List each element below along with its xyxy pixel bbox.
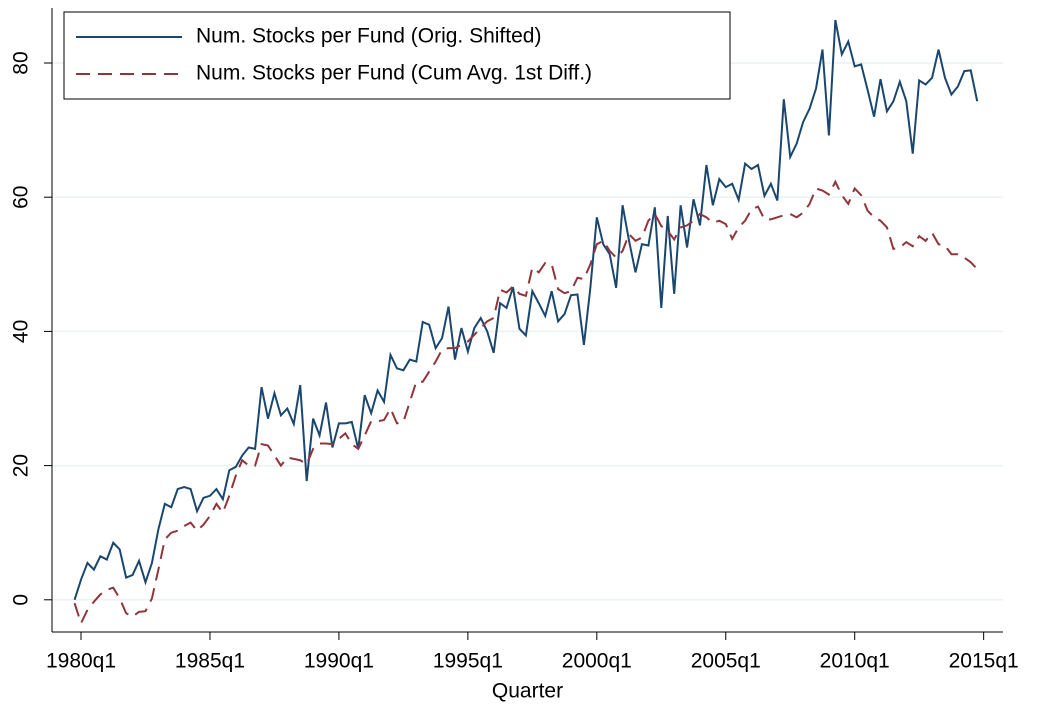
legend-label: Num. Stocks per Fund (Orig. Shifted)	[196, 25, 541, 48]
series-line	[73, 19, 979, 601]
x-tick-label: 1995q1	[433, 650, 503, 673]
y-tick-label: 60	[10, 186, 33, 209]
series-line	[73, 179, 978, 626]
x-tick-label: 1980q1	[46, 650, 116, 673]
legend-label: Num. Stocks per Fund (Cum Avg. 1st Diff.…	[196, 62, 592, 85]
x-tick-label: 2000q1	[562, 650, 632, 673]
x-tick-label: 1985q1	[175, 650, 245, 673]
x-tick-label: 2005q1	[691, 650, 761, 673]
x-tick-label: 1990q1	[304, 650, 374, 673]
y-tick-label: 40	[10, 320, 33, 343]
x-axis-label: Quarter	[492, 680, 563, 703]
y-tick-label: 0	[10, 594, 33, 606]
legend-box	[63, 11, 731, 100]
x-tick-label: 2015q1	[949, 650, 1019, 673]
y-tick-label: 20	[10, 454, 33, 477]
y-tick-label: 80	[10, 51, 33, 74]
x-tick-label: 2010q1	[820, 650, 890, 673]
